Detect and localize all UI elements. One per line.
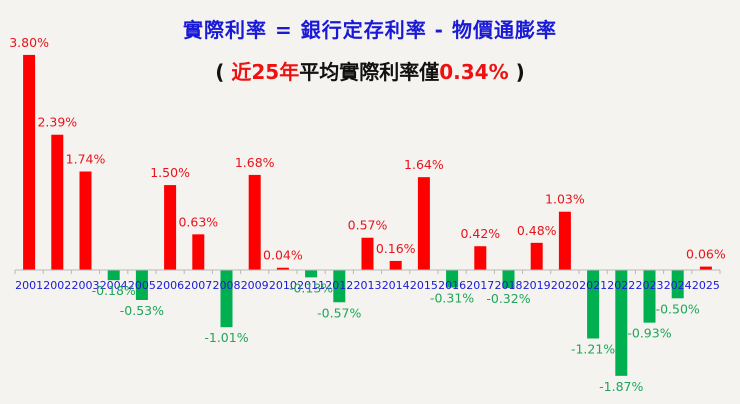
- x-tick-label: 2004: [100, 279, 128, 292]
- data-label: 0.06%: [686, 247, 726, 262]
- bar-2009: [248, 174, 261, 270]
- bar-2004: [107, 270, 120, 281]
- x-tick-label: 2022: [607, 279, 635, 292]
- data-label: 3.80%: [9, 35, 49, 50]
- x-tick-label: 2017: [466, 279, 494, 292]
- bar-2015: [417, 177, 430, 270]
- bar-2018: [502, 270, 515, 289]
- subtitle-open-paren: (: [215, 60, 232, 84]
- x-tick-label: 2019: [523, 279, 551, 292]
- data-label: 0.16%: [376, 241, 416, 256]
- bar-2016: [446, 270, 459, 288]
- data-label: 1.68%: [235, 155, 275, 170]
- data-label: -1.01%: [204, 330, 248, 345]
- data-label: -0.32%: [486, 291, 530, 306]
- subtitle-period: 近25年: [231, 60, 300, 84]
- bar-2014: [389, 260, 402, 270]
- data-label: -0.18%: [92, 283, 136, 298]
- bar-2025: [699, 266, 712, 270]
- data-label: 0.63%: [178, 214, 218, 229]
- x-tick-label: 2020: [551, 279, 579, 292]
- data-label: 0.42%: [460, 226, 500, 241]
- bar-2001: [23, 54, 36, 270]
- x-tick-label: 2018: [495, 279, 523, 292]
- x-tick-label: 2021: [579, 279, 607, 292]
- data-label: 0.04%: [263, 248, 303, 263]
- data-label: 1.50%: [150, 165, 190, 180]
- subtitle-close-paren: ): [508, 60, 525, 84]
- bar-2003: [79, 171, 92, 270]
- x-tick-label: 2009: [241, 279, 269, 292]
- data-label: -0.57%: [317, 305, 361, 320]
- data-label: -0.93%: [627, 326, 671, 341]
- x-axis: [14, 269, 721, 274]
- data-label: -1.21%: [571, 341, 615, 356]
- bars-group: [23, 54, 712, 376]
- data-label: -0.53%: [120, 303, 164, 318]
- x-tick-label: 2007: [184, 279, 212, 292]
- data-label: 1.03%: [545, 192, 585, 207]
- x-tick-label: 2001: [15, 279, 43, 292]
- x-tick-label: 2013: [354, 279, 382, 292]
- bar-2022: [615, 270, 628, 376]
- bar-2006: [164, 185, 177, 270]
- subtitle-average-value: 0.34%: [439, 60, 509, 84]
- bar-2012: [333, 270, 346, 303]
- x-tick-label: 2011: [297, 279, 325, 292]
- data-labels: 3.80% 2.39% 1.74% -0.18% -0.53% 1.50% 0.63% -1.…: [9, 35, 726, 394]
- bar-2023: [643, 270, 656, 323]
- data-label: -0.31%: [430, 291, 474, 306]
- x-tick-label: 2006: [156, 279, 184, 292]
- data-label: -0.13%: [289, 280, 333, 295]
- x-tick-label: 2003: [72, 279, 100, 292]
- bar-2008: [220, 270, 233, 328]
- data-label: 1.64%: [404, 157, 444, 172]
- bar-2005: [135, 270, 148, 300]
- subtitle-text: 平均實際利率僅: [299, 60, 440, 84]
- x-tick-label: 2010: [269, 279, 297, 292]
- data-label: 1.74%: [66, 152, 106, 167]
- bar-2017: [474, 246, 487, 270]
- data-label: 0.57%: [348, 218, 388, 233]
- x-tick-label: 2024: [664, 279, 692, 292]
- x-tick-label: 2012: [325, 279, 353, 292]
- bar-2010: [276, 267, 289, 270]
- bar-2019: [530, 242, 543, 270]
- bar-2024: [671, 270, 684, 299]
- data-label: 0.48%: [517, 223, 557, 238]
- x-tick-label: 2002: [43, 279, 71, 292]
- x-tick-label: 2008: [213, 279, 241, 292]
- x-axis-labels: 2001 2002 2003 2004 2005 2006 2007 2008 2009 2010…: [15, 279, 720, 292]
- x-tick-label: 2015: [410, 279, 438, 292]
- data-label: 2.39%: [37, 115, 77, 130]
- chart-subtitle: ( 近25年平均實際利率僅0.34% ): [0, 56, 740, 85]
- data-label: -0.50%: [656, 301, 700, 316]
- bar-2002: [51, 134, 64, 270]
- bar-2020: [558, 211, 571, 270]
- x-tick-label: 2025: [692, 279, 720, 292]
- bar-2013: [361, 237, 374, 270]
- bar-2011: [305, 270, 318, 278]
- bar-2021: [587, 270, 600, 339]
- x-tick-label: 2023: [636, 279, 664, 292]
- data-label: -1.87%: [599, 379, 643, 394]
- x-tick-label: 2005: [128, 279, 156, 292]
- x-tick-label: 2016: [438, 279, 466, 292]
- x-tick-label: 2014: [382, 279, 410, 292]
- chart-title: 實際利率 = 銀行定存利率 - 物價通膨率: [183, 18, 557, 42]
- bar-2007: [192, 234, 205, 270]
